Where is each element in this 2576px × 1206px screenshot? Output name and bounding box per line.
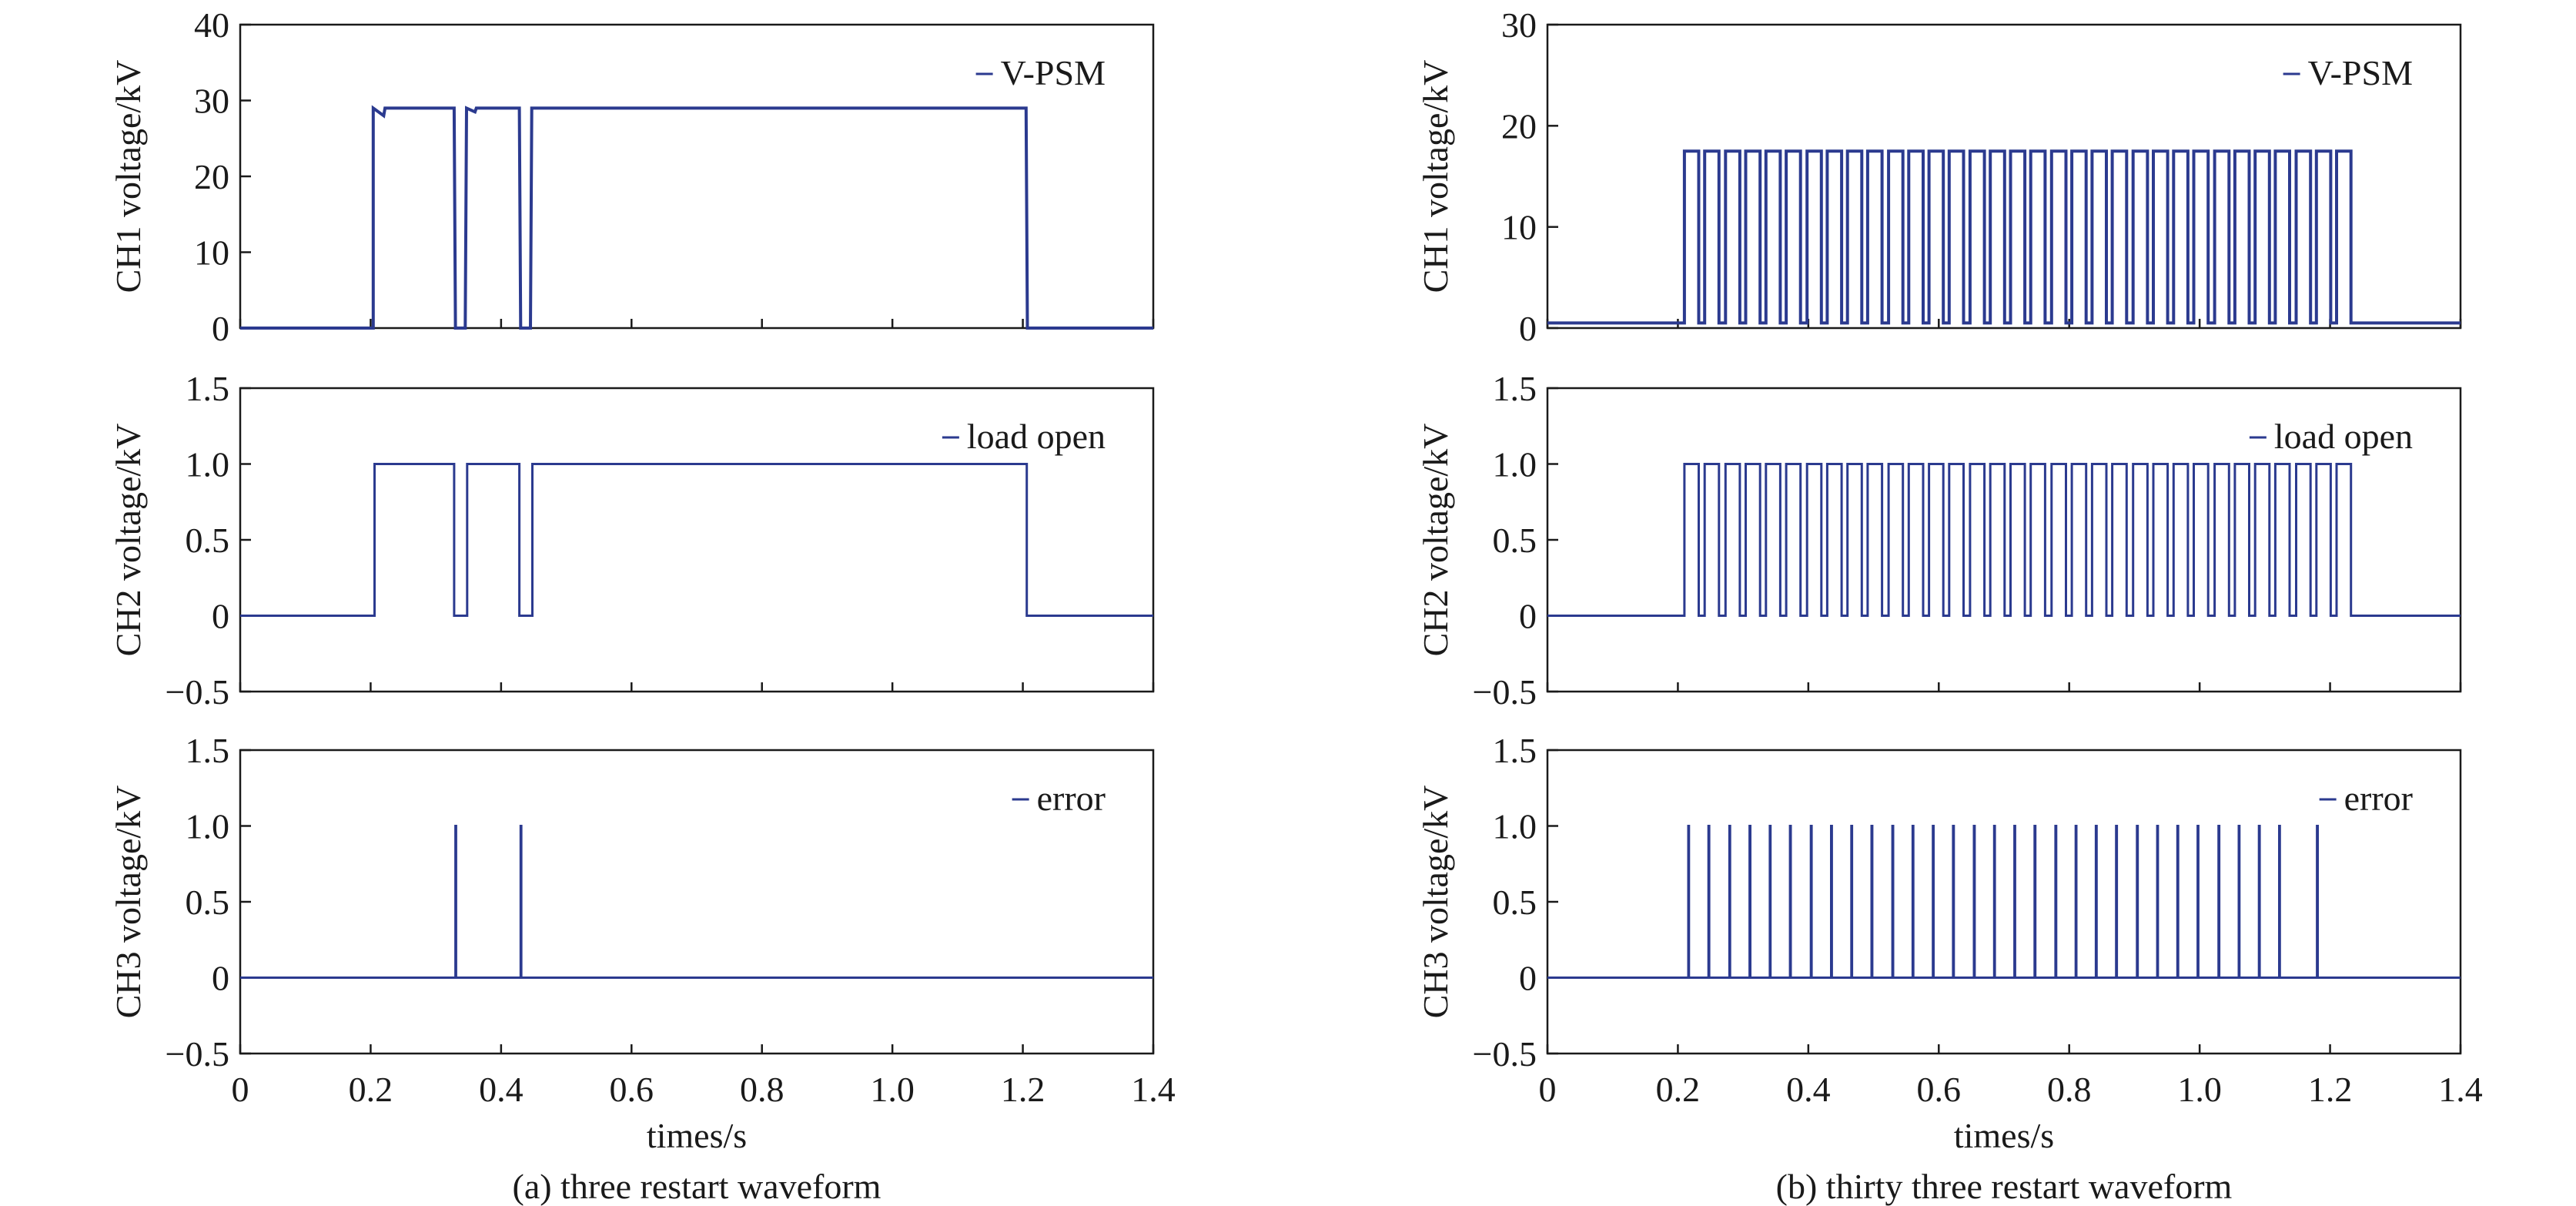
- y-tick-label: 0.5: [1493, 883, 1537, 922]
- x-tick-label: 0.4: [479, 1070, 524, 1109]
- panel-ch3: −0.500.51.01.50 0.2 0.4 0.6 0.8 1.0 1.2 1.4CH3 …: [109, 731, 1176, 1109]
- series-line-error: [240, 825, 1153, 979]
- y-tick-label: 1.5: [1493, 731, 1537, 770]
- y-tick-label: 20: [1501, 106, 1537, 146]
- y-tick-label: 1.0: [186, 445, 230, 484]
- y-tick-label: 1.0: [186, 807, 230, 846]
- series-line-v-psm: [1547, 149, 2461, 325]
- y-tick-label: 10: [194, 233, 229, 273]
- x-tick-label: 0: [1539, 1070, 1557, 1109]
- y-tick-label: 0: [212, 309, 229, 348]
- x-tick-label: 0.8: [2047, 1070, 2092, 1109]
- panel-ch2: −0.5 0 0.5 1.0 1.5 CH2 voltage/kV load open: [1416, 369, 2462, 712]
- plot-frame: [1546, 749, 2462, 1055]
- legend-label: V-PSM: [1001, 53, 1106, 92]
- x-tick-label: 0.6: [610, 1070, 654, 1109]
- legend: error: [2319, 779, 2413, 818]
- series-line-v-psm: [240, 105, 1153, 330]
- y-axis-label: CH3 voltage/kV: [1416, 786, 1455, 1019]
- legend: load open: [942, 417, 1106, 456]
- x-tick-label: 0.4: [1786, 1070, 1831, 1109]
- x-axis-label: times/s: [1954, 1116, 2054, 1155]
- plot-frame: [1546, 23, 2462, 330]
- y-tick-label: 1.5: [1493, 369, 1537, 408]
- y-axis-label: CH2 voltage/kV: [1416, 424, 1455, 657]
- legend-label: error: [2344, 779, 2413, 818]
- x-tick-label: 0: [232, 1070, 249, 1109]
- legend-label: load open: [2274, 417, 2413, 456]
- y-tick-label: 1.5: [186, 731, 230, 770]
- y-axis-label: CH2 voltage/kV: [109, 424, 148, 657]
- x-tick-label: 1.2: [2308, 1070, 2353, 1109]
- y-tick-label: 0: [1519, 309, 1537, 348]
- series-line-error: [1547, 825, 2461, 979]
- x-axis-label: times/s: [647, 1116, 747, 1155]
- legend: load open: [2249, 417, 2413, 456]
- panel-ch2: −0.5 0 0.5 1.0 1.5 CH2 voltage/kV load open: [109, 369, 1155, 712]
- y-tick-label: 1.0: [1493, 445, 1537, 484]
- y-tick-label: 0: [1519, 959, 1537, 998]
- y-tick-label: 40: [194, 5, 229, 45]
- x-tick-label: 1.0: [2177, 1070, 2222, 1109]
- y-tick-label: 20: [194, 157, 229, 196]
- y-axis-label: CH1 voltage/kV: [1416, 60, 1455, 293]
- y-tick-label: 0.5: [1493, 521, 1537, 560]
- y-tick-label: 0: [212, 959, 229, 998]
- x-tick-label: 1.0: [870, 1070, 915, 1109]
- y-tick-label: −0.5: [166, 672, 229, 712]
- legend-label: load open: [967, 417, 1106, 456]
- y-tick-label: −0.5: [1473, 672, 1537, 712]
- y-tick-label: 0.5: [186, 883, 230, 922]
- x-tick-label: 0.2: [349, 1070, 393, 1109]
- legend-label: V-PSM: [2308, 53, 2413, 92]
- x-tick-label: 0.2: [1656, 1070, 1701, 1109]
- series-line-load-open: [1547, 463, 2461, 617]
- y-tick-label: 1.0: [1493, 807, 1537, 846]
- x-tick-label: 0.6: [1917, 1070, 1962, 1109]
- y-tick-label: 0: [1519, 597, 1537, 636]
- legend: V-PSM: [2283, 53, 2413, 92]
- y-tick-label: 30: [1501, 5, 1537, 45]
- y-tick-label: 0.5: [186, 521, 230, 560]
- y-tick-label: 10: [1501, 208, 1537, 247]
- x-tick-label: 1.4: [2438, 1070, 2483, 1109]
- y-axis-label: CH3 voltage/kV: [109, 786, 148, 1019]
- panel-ch1: 0 10 20 30 40 CH1 voltage/kV V-PSM: [109, 5, 1155, 348]
- figure-caption: (b) thirty three restart waveform: [1776, 1167, 2233, 1206]
- figure-caption: (a) three restart waveform: [513, 1167, 882, 1206]
- y-tick-label: 30: [194, 82, 229, 121]
- y-tick-label: −0.5: [166, 1034, 229, 1074]
- y-tick-label: 0: [212, 597, 229, 636]
- panel-ch1: 0 10 20 30 CH1 voltage/kV V-PSM: [1416, 5, 2462, 348]
- legend: error: [1012, 779, 1106, 818]
- legend-label: error: [1037, 779, 1106, 818]
- y-axis-label: CH1 voltage/kV: [109, 60, 148, 293]
- y-tick-label: 1.5: [186, 369, 230, 408]
- plot-frame: [239, 749, 1155, 1055]
- x-tick-label: 0.8: [740, 1070, 785, 1109]
- legend: V-PSM: [975, 53, 1106, 92]
- x-tick-label: 1.2: [1001, 1070, 1045, 1109]
- panel-ch3: −0.500.51.01.50 0.2 0.4 0.6 0.8 1.0 1.2 1.4CH3 …: [1416, 731, 2483, 1109]
- series-line-load-open: [240, 463, 1153, 617]
- y-tick-label: −0.5: [1473, 1034, 1537, 1074]
- x-tick-label: 1.4: [1131, 1070, 1176, 1109]
